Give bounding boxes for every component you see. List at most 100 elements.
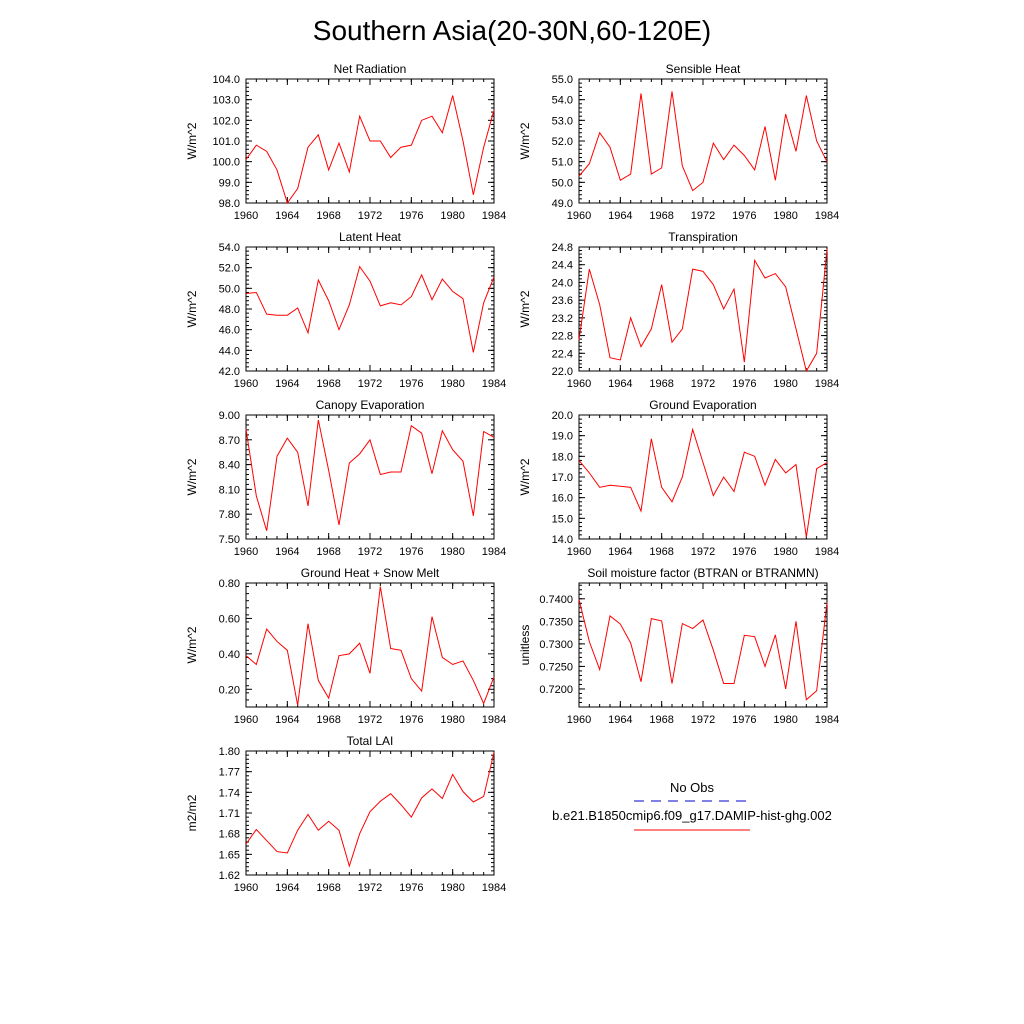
- chart-1-y-tick-label: 98.0: [219, 198, 240, 210]
- chart-7-ylabel: W/m^2: [185, 626, 199, 663]
- chart-9-y-tick-label: 1.62: [219, 870, 240, 882]
- chart-4-x-tick-label: 1968: [649, 378, 673, 390]
- chart-4-x-tick-label: 1964: [608, 378, 632, 390]
- chart-4-y-tick-label: 24.0: [552, 277, 573, 289]
- chart-1-x-tick-label: 1984: [482, 210, 506, 222]
- chart-2-y-tick-label: 49.0: [552, 198, 573, 210]
- chart-9-y-tick-label: 1.65: [219, 849, 240, 861]
- chart-3-x-tick-label: 1964: [275, 378, 299, 390]
- chart-9-ylabel: m2/m2: [185, 794, 199, 831]
- chart-6-y-tick-label: 14.0: [552, 534, 573, 546]
- chart-3-x-tick-label: 1968: [316, 378, 340, 390]
- chart-1-x-tick-label: 1960: [234, 210, 258, 222]
- chart-6-ground-evaporation: Ground Evaporation W/m^2 1960 1964 1968 1972 1…: [518, 398, 839, 558]
- chart-4-y-tick-label: 24.8: [552, 242, 573, 254]
- chart-5-y-tick-label: 7.50: [219, 534, 240, 546]
- chart-1-x-tick-label: 1964: [275, 210, 299, 222]
- chart-2-y-tick-label: 55.0: [552, 74, 573, 86]
- chart-7-x-tick-label: 1968: [316, 714, 340, 726]
- chart-4-transpiration: Transpiration W/m^2 1960 1964 1968 1972 1976 19…: [518, 230, 839, 390]
- chart-2-x-tick-label: 1972: [691, 210, 715, 222]
- chart-4-y-tick-label: 24.4: [552, 260, 573, 272]
- chart-1-y-tick-label: 102.0: [212, 115, 240, 127]
- chart-9-x-tick-label: 1968: [316, 882, 340, 894]
- chart-7-x-tick-label: 1964: [275, 714, 299, 726]
- chart-5-y-tick-label: 8.70: [219, 435, 240, 447]
- chart-4-y-tick-label: 22.8: [552, 331, 573, 343]
- chart-9-y-tick-label: 1.80: [219, 746, 240, 758]
- chart-3-y-tick-label: 46.0: [219, 325, 240, 337]
- chart-5-plot-frame: [245, 414, 495, 540]
- chart-6-x-tick-label: 1976: [732, 546, 756, 558]
- chart-6-y-tick-label: 19.0: [552, 431, 573, 443]
- chart-7-y-tick-label: 0.20: [219, 684, 240, 696]
- chart-4-plot-frame: [578, 246, 828, 372]
- chart-9-x-tick-label: 1976: [399, 882, 423, 894]
- chart-5-x-tick-label: 1980: [440, 546, 464, 558]
- chart-3-x-tick-label: 1984: [482, 378, 506, 390]
- chart-9-y-tick-label: 1.74: [219, 787, 240, 799]
- chart-7-x-tick-label: 1960: [234, 714, 258, 726]
- chart-1-x-tick-label: 1968: [316, 210, 340, 222]
- chart-5-x-tick-label: 1976: [399, 546, 423, 558]
- chart-3-y-tick-label: 42.0: [219, 366, 240, 378]
- chart-4-y-tick-label: 23.2: [552, 313, 573, 325]
- chart-5-series-1-line: [245, 419, 495, 531]
- chart-2-y-tick-label: 53.0: [552, 115, 573, 127]
- chart-7-title: Ground Heat + Snow Melt: [301, 566, 440, 580]
- chart-9-y-tick-label: 1.68: [219, 829, 240, 841]
- chart-6-ylabel: W/m^2: [518, 458, 532, 495]
- chart-1-y-tick-label: 99.0: [219, 177, 240, 189]
- chart-2-y-tick-label: 51.0: [552, 157, 573, 169]
- chart-8-ylabel: unitless: [518, 625, 532, 666]
- chart-7-plot-frame: [245, 582, 495, 708]
- chart-4-series-1-line: [578, 249, 828, 373]
- chart-1-x-tick-label: 1980: [440, 210, 464, 222]
- chart-8-x-tick-label: 1984: [815, 714, 839, 726]
- chart-3-title: Latent Heat: [339, 230, 402, 244]
- chart-1-y-tick-label: 101.0: [212, 136, 240, 148]
- chart-9-x-tick-label: 1984: [482, 882, 506, 894]
- chart-7-y-tick-label: 0.60: [219, 613, 240, 625]
- legend-obs-label: No Obs: [670, 780, 715, 795]
- chart-8-y-tick-label: 0.7400: [539, 594, 573, 606]
- chart-9-series-1-line: [245, 752, 495, 868]
- chart-8-y-tick-label: 0.7350: [539, 616, 573, 628]
- chart-4-x-tick-label: 1960: [567, 378, 591, 390]
- chart-3-ylabel: W/m^2: [185, 290, 199, 327]
- chart-8-y-tick-label: 0.7250: [539, 661, 573, 673]
- chart-6-y-tick-label: 20.0: [552, 410, 573, 422]
- chart-5-canopy-evaporation: Canopy Evaporation W/m^2 1960 1964 1968 1972 1…: [185, 398, 506, 558]
- chart-3-plot-frame: [245, 246, 495, 372]
- chart-6-x-tick-label: 1984: [815, 546, 839, 558]
- chart-6-y-tick-label: 16.0: [552, 493, 573, 505]
- chart-7-x-tick-label: 1972: [358, 714, 382, 726]
- chart-9-y-tick-label: 1.77: [219, 767, 240, 779]
- chart-8-x-tick-label: 1964: [608, 714, 632, 726]
- chart-2-sensible-heat: Sensible Heat W/m^2 1960 1964 1968 1972 1976 19…: [518, 62, 839, 222]
- chart-7-x-tick-label: 1976: [399, 714, 423, 726]
- chart-1-y-tick-label: 100.0: [212, 157, 240, 169]
- chart-9-y-tick-label: 1.71: [219, 808, 240, 820]
- chart-8-series-1-line: [578, 599, 828, 701]
- chart-8-title: Soil moisture factor (BTRAN or BTRANMN): [587, 566, 818, 580]
- chart-7-series-1-line: [245, 586, 495, 706]
- chart-6-y-tick-label: 17.0: [552, 472, 573, 484]
- chart-9-x-tick-label: 1964: [275, 882, 299, 894]
- chart-2-y-tick-label: 50.0: [552, 177, 573, 189]
- chart-2-y-tick-label: 54.0: [552, 95, 573, 107]
- chart-2-x-tick-label: 1984: [815, 210, 839, 222]
- chart-7-x-tick-label: 1984: [482, 714, 506, 726]
- chart-9-title: Total LAI: [347, 734, 394, 748]
- chart-1-ylabel: W/m^2: [185, 122, 199, 159]
- chart-1-x-tick-label: 1972: [358, 210, 382, 222]
- chart-6-series-1-line: [578, 427, 828, 538]
- chart-3-y-tick-label: 48.0: [219, 304, 240, 316]
- chart-3-y-tick-label: 54.0: [219, 242, 240, 254]
- chart-4-x-tick-label: 1980: [773, 378, 797, 390]
- chart-3-y-tick-label: 44.0: [219, 345, 240, 357]
- chart-9-x-tick-label: 1960: [234, 882, 258, 894]
- chart-6-x-tick-label: 1968: [649, 546, 673, 558]
- chart-8-x-tick-label: 1960: [567, 714, 591, 726]
